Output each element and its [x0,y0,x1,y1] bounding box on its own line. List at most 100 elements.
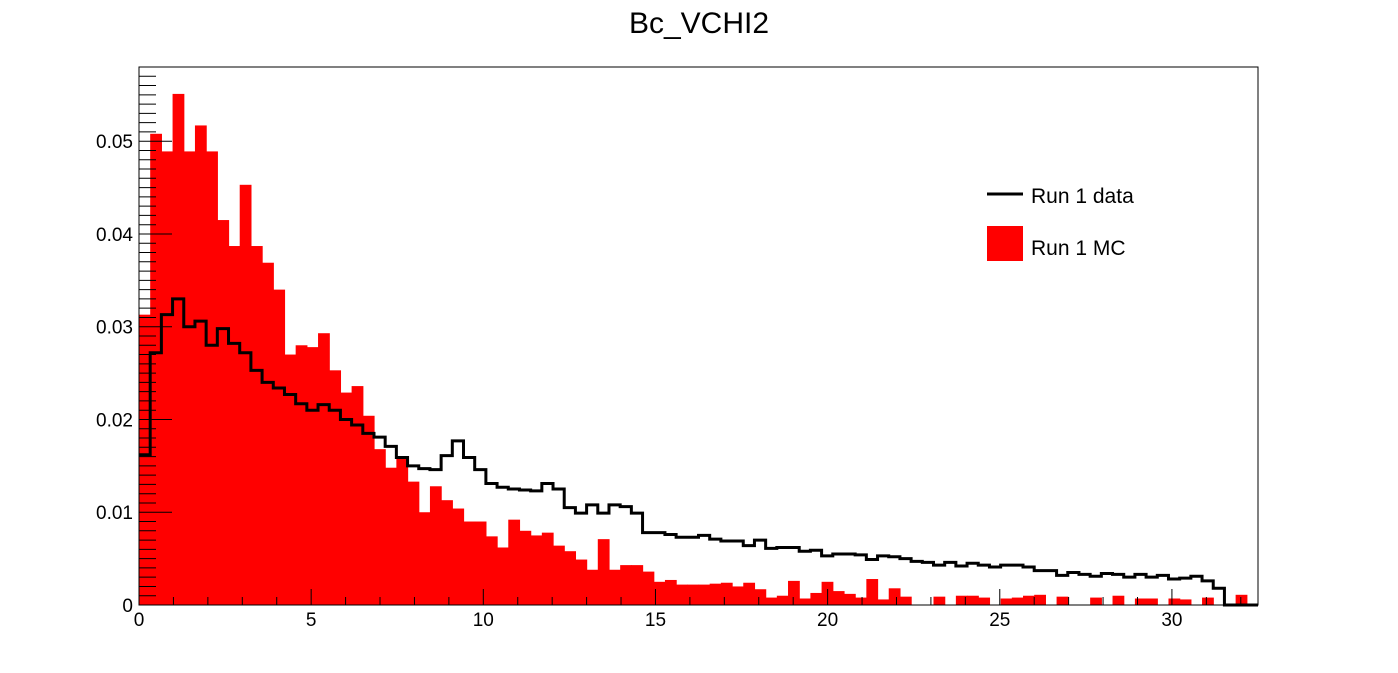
mc-bar [1023,595,1035,605]
data-histogram-line [139,297,1258,607]
mc-bar [843,593,856,605]
mc-bar [329,370,342,605]
mc-bar [150,133,162,606]
mc-bar [776,595,789,605]
mc-bar [508,519,521,605]
mc-bar [497,547,509,605]
legend: Run 1 data Run 1 MC [987,185,1134,261]
mc-bar [452,508,465,605]
legend-data-label: Run 1 data [1031,185,1134,208]
mc-bar [1011,597,1024,605]
x-axis: 0 5 10 15 20 25 30 [134,589,1242,631]
mc-bar [429,486,442,605]
mc-bar [541,532,554,605]
mc-bar [239,184,252,605]
mc-bar [575,559,588,605]
mc-bar [631,565,644,605]
mc-bar [1168,598,1181,605]
mc-bar [530,535,543,605]
x-tick-label: 30 [1161,610,1182,631]
x-tick-label: 0 [134,610,145,631]
mc-bar [754,589,767,605]
mc-bar [933,596,946,605]
mc-bar [161,151,174,605]
mc-bar [407,481,420,605]
mc-bar [1090,597,1102,605]
mc-bar [877,599,890,605]
x-tick-label: 20 [817,610,838,631]
x-tick-label: 25 [989,610,1010,631]
mc-bar [273,289,286,605]
mc-bar [1146,598,1158,605]
mc-bar [183,151,196,605]
mc-bar [474,521,487,605]
mc-bar [978,597,991,605]
mc-bar [385,467,397,605]
mc-bar [362,415,375,605]
y-tick-label: 0.01 [96,503,133,524]
mc-bar [1235,594,1248,605]
mc-bar [351,386,364,605]
mc-bar [139,314,151,605]
y-tick-label: 0.02 [96,410,133,431]
mc-bar [664,579,677,605]
mc-bar [340,392,353,605]
mc-bar [709,583,722,605]
mc-bar [586,569,599,605]
mc-bar [418,512,431,605]
y-tick-label: 0 [122,596,133,617]
mc-bar [295,345,308,605]
mc-bar [1000,598,1013,605]
mc-bar [732,586,744,605]
x-tick-label: 15 [645,610,666,631]
mc-bar [810,592,823,605]
mc-bar [832,591,845,605]
mc-bar [1202,597,1214,605]
mc-bar [553,545,565,605]
mc-bar [799,598,811,605]
mc-bar [228,246,241,605]
mc-bar [687,584,700,605]
mc-bar [855,597,867,605]
mc-bar [608,569,621,605]
mc-bar [788,580,800,605]
mc-bar [396,458,409,605]
legend-mc-swatch [987,226,1023,261]
mc-bar [485,536,498,605]
mc-bar [1056,596,1069,605]
mc-bar [888,588,901,605]
y-tick-label: 0.04 [96,225,133,246]
mc-bar [676,584,688,605]
mc-bar [519,530,532,605]
mc-bar [463,521,476,605]
mc-bar [373,449,386,605]
mc-bar [620,565,632,605]
y-axis: 0 0.01 0.02 0.03 0.04 0.05 [96,75,172,617]
mc-bar [1112,595,1125,605]
mc-bar [172,93,185,606]
mc-bar [306,347,319,605]
mc-bar [967,595,979,605]
mc-bar [1134,598,1147,605]
y-tick-label: 0.03 [96,318,133,339]
mc-bar [642,571,655,605]
mc-histogram [139,93,1248,606]
mc-bar [1179,599,1192,605]
mc-bar [597,539,610,605]
mc-bar [564,551,577,605]
mc-bar [1034,594,1046,605]
x-tick-label: 10 [473,610,494,631]
mc-bar [743,582,756,605]
mc-bar [866,579,879,605]
mc-bar [653,581,666,605]
mc-bar [698,584,711,605]
mc-bar [765,597,778,605]
mc-bar [206,151,218,605]
mc-bar [250,246,263,605]
mc-bar [441,500,453,605]
mc-bar [955,595,968,605]
mc-bar [217,220,230,605]
y-tick-label: 0.05 [96,132,133,153]
chart-title: Bc_VCHI2 [629,7,769,40]
